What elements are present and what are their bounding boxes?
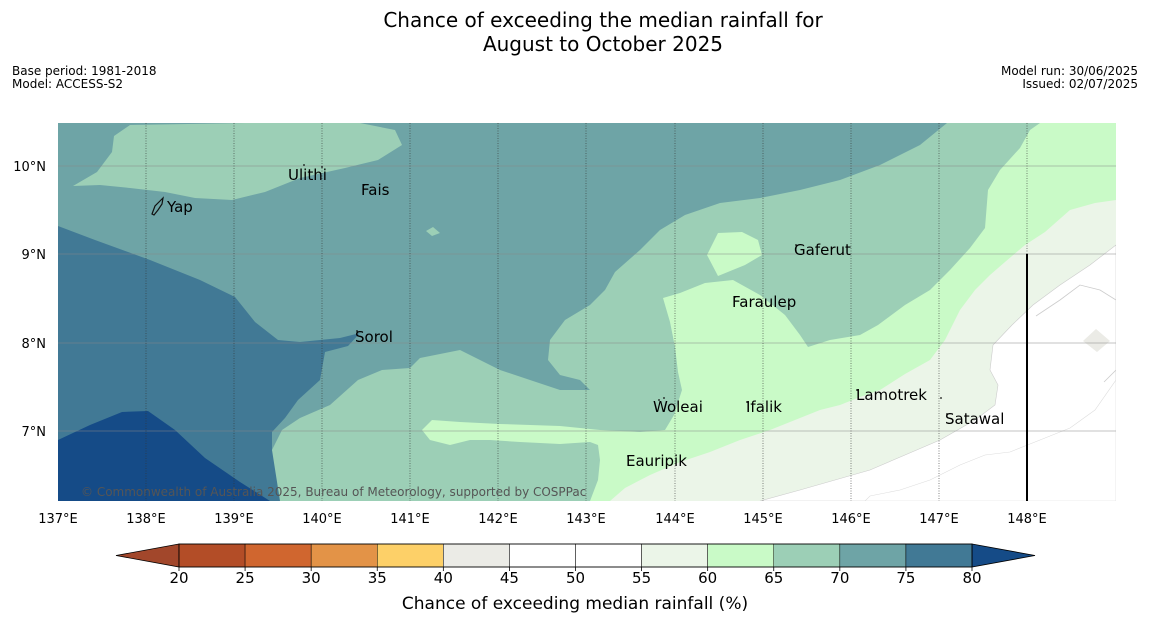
lon-label: 148°E xyxy=(1007,512,1047,527)
colorbar-segment xyxy=(707,543,775,568)
place-label-gaferut: Gaferut xyxy=(794,241,851,259)
island-marker xyxy=(321,166,323,168)
colorbar-segment xyxy=(377,543,444,568)
lat-label: 7°N xyxy=(22,425,47,440)
lon-label: 139°E xyxy=(214,512,254,527)
colorbar-tick-label: 50 xyxy=(566,569,585,587)
contour-65-70-nw xyxy=(73,123,402,200)
place-label-lamotrek: Lamotrek xyxy=(856,386,927,404)
lon-label: 141°E xyxy=(390,512,430,527)
island-marker xyxy=(658,399,660,401)
colorbar-segment xyxy=(575,543,642,568)
place-label-yap: Yap xyxy=(166,198,193,216)
colorbar-segment xyxy=(905,543,973,568)
lat-label: 9°N xyxy=(22,248,47,263)
island-marker xyxy=(663,397,665,399)
colorbar-tick-label: 75 xyxy=(896,569,915,587)
lon-label: 147°E xyxy=(919,512,959,527)
colorbar-segment xyxy=(839,543,907,568)
place-label-ifalik: Ifalik xyxy=(746,398,782,416)
colorbar: 20 25 30 35 40 45 50 55 60 65 70 75 80 xyxy=(115,543,1036,587)
place-label-woleai: Woleai xyxy=(653,398,703,416)
colorbar-tick-label: 45 xyxy=(500,569,519,587)
meta-right: Model run: 30/06/2025 Issued: 02/07/2025 xyxy=(1001,65,1138,91)
meta-left: Base period: 1981-2018 Model: ACCESS-S2 xyxy=(12,65,157,91)
colorbar-segment xyxy=(509,543,576,568)
colorbar-segment xyxy=(641,543,708,568)
issued-date: Issued: 02/07/2025 xyxy=(1022,77,1138,91)
yap-island-icon xyxy=(151,196,164,216)
lon-label: 144°E xyxy=(655,512,695,527)
colorbar-under-triangle xyxy=(115,543,180,568)
contour-65-70-small xyxy=(426,227,440,236)
lat-label: 10°N xyxy=(13,160,46,175)
colorbar-tick-label: 35 xyxy=(368,569,387,587)
colorbar-segment xyxy=(244,543,312,568)
map-contours xyxy=(58,123,1116,501)
place-label-ulithi: Ulithi xyxy=(288,166,327,184)
contour-over-80 xyxy=(58,411,270,501)
place-label-faraulep: Faraulep xyxy=(732,293,796,311)
colorbar-segment xyxy=(773,543,841,568)
island-marker xyxy=(856,389,858,391)
colorbar-tick-label: 65 xyxy=(764,569,783,587)
colorbar-segment xyxy=(178,543,246,568)
place-label-fais: Fais xyxy=(361,181,390,199)
place-label-satawal: Satawal xyxy=(945,410,1004,428)
model-run: Model run: 30/06/2025 xyxy=(1000,64,1138,78)
colorbar-tick-label: 55 xyxy=(632,569,651,587)
copyright-notice: © Commonwealth of Australia 2025, Bureau… xyxy=(81,485,587,499)
base-period: Base period: 1981-2018 xyxy=(12,64,157,78)
colorbar-tick-label: 30 xyxy=(302,569,321,587)
island-marker xyxy=(734,296,736,298)
contour-line-east xyxy=(1035,284,1116,317)
title-line-2: August to October 2025 xyxy=(482,32,724,56)
colorbar-tick-label: 40 xyxy=(434,569,453,587)
island-marker xyxy=(627,455,629,457)
lon-label: 138°E xyxy=(126,512,166,527)
island-marker xyxy=(356,330,358,332)
contour-line-east-2 xyxy=(1103,369,1116,383)
contour-45-50 xyxy=(864,300,1116,501)
island-marker xyxy=(946,413,948,415)
place-label-sorol: Sorol xyxy=(355,328,393,346)
lon-label: 142°E xyxy=(478,512,518,527)
model-name: Model: ACCESS-S2 xyxy=(12,77,124,91)
island-marker xyxy=(940,397,942,399)
lon-label: 143°E xyxy=(566,512,606,527)
lon-label: 145°E xyxy=(743,512,783,527)
lat-label: 8°N xyxy=(22,337,47,352)
chart-title: Chance of exceeding the median rainfall … xyxy=(0,8,1150,56)
title-line-1: Chance of exceeding the median rainfall … xyxy=(383,8,823,32)
lon-label: 137°E xyxy=(38,512,78,527)
colorbar-tick-label: 80 xyxy=(962,569,981,587)
contour-40-45 xyxy=(1083,329,1110,352)
island-marker xyxy=(746,401,748,403)
lon-label: 140°E xyxy=(302,512,342,527)
colorbar-segment xyxy=(310,543,378,568)
colorbar-over-triangle xyxy=(971,543,1036,568)
island-marker xyxy=(795,244,797,246)
island-marker xyxy=(303,164,305,166)
island-marker xyxy=(363,184,365,186)
colorbar-tick-label: 60 xyxy=(698,569,717,587)
colorbar-label: Chance of exceeding median rainfall (%) xyxy=(401,594,749,614)
place-labels: Ulithi Fais Yap Gaferut Faraulep Sorol Woleai I… xyxy=(166,164,1004,470)
place-label-eauripik: Eauripik xyxy=(626,452,687,470)
axis-labels: 10°N 9°N 8°N 7°N 137°E 138°E 139°E 140°E 141°E 14… xyxy=(13,160,1047,527)
colorbar-segment xyxy=(443,543,510,568)
colorbar-tick-label: 25 xyxy=(236,569,255,587)
colorbar-tick-label: 20 xyxy=(169,569,188,587)
lon-label: 146°E xyxy=(831,512,871,527)
colorbar-tick-label: 70 xyxy=(830,569,849,587)
